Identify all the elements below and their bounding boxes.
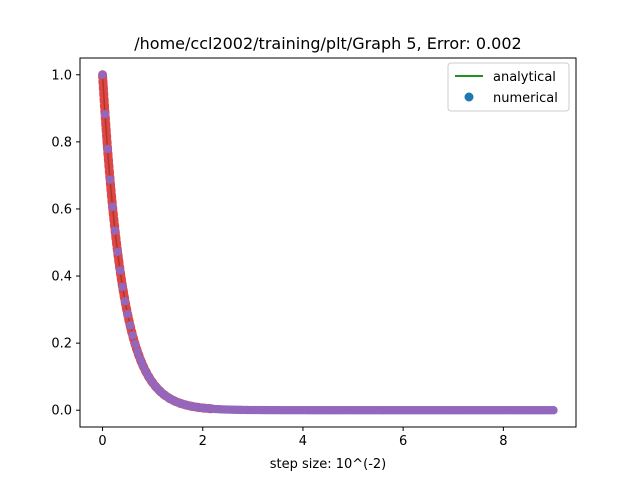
chart-title: /home/ccl2002/training/plt/Graph 5, Erro… — [134, 34, 521, 53]
x-axis-label: step size: 10^(-2) — [270, 457, 387, 472]
x-tick-label: 4 — [299, 434, 307, 449]
legend-analytical-label: analytical — [493, 70, 556, 85]
legend-numerical-swatch — [464, 92, 474, 102]
y-tick-label: 0.8 — [51, 135, 72, 150]
purple-point — [115, 266, 125, 275]
x-tick-label: 8 — [499, 434, 507, 449]
purple-point — [113, 247, 122, 256]
purple-point — [125, 321, 135, 330]
purple-point — [110, 226, 120, 235]
purple-point — [128, 331, 137, 340]
purple-point — [105, 175, 115, 184]
x-tick-label: 2 — [199, 434, 207, 449]
y-tick-label: 0.4 — [51, 270, 72, 285]
purple-point — [118, 282, 127, 292]
x-tick-label: 6 — [399, 434, 407, 449]
series-layer — [98, 70, 558, 415]
y-tick-label: 0.6 — [51, 202, 72, 217]
purple-point — [98, 70, 107, 79]
purple-point — [100, 109, 110, 119]
purple-point — [549, 406, 558, 415]
legend: analytical numerical — [447, 62, 570, 112]
y-tick-label: 0.0 — [51, 404, 72, 419]
x-tick-label: 0 — [98, 434, 106, 449]
purple-point — [123, 309, 132, 319]
purple-point — [133, 347, 142, 357]
legend-numerical-label: numerical — [493, 91, 558, 106]
y-tick-label: 1.0 — [51, 68, 72, 83]
purple-point — [103, 144, 112, 154]
y-tick-label: 0.2 — [51, 337, 72, 352]
y-axis-ticks: 0.0 0.2 0.4 0.6 0.8 1.0 — [51, 68, 80, 419]
x-axis-ticks: 0 2 4 6 8 — [98, 427, 507, 449]
legend-box — [447, 62, 570, 112]
purple-point — [130, 339, 140, 349]
plot-frame — [79, 57, 577, 428]
purple-point — [108, 202, 117, 211]
purple-point — [120, 297, 130, 306]
